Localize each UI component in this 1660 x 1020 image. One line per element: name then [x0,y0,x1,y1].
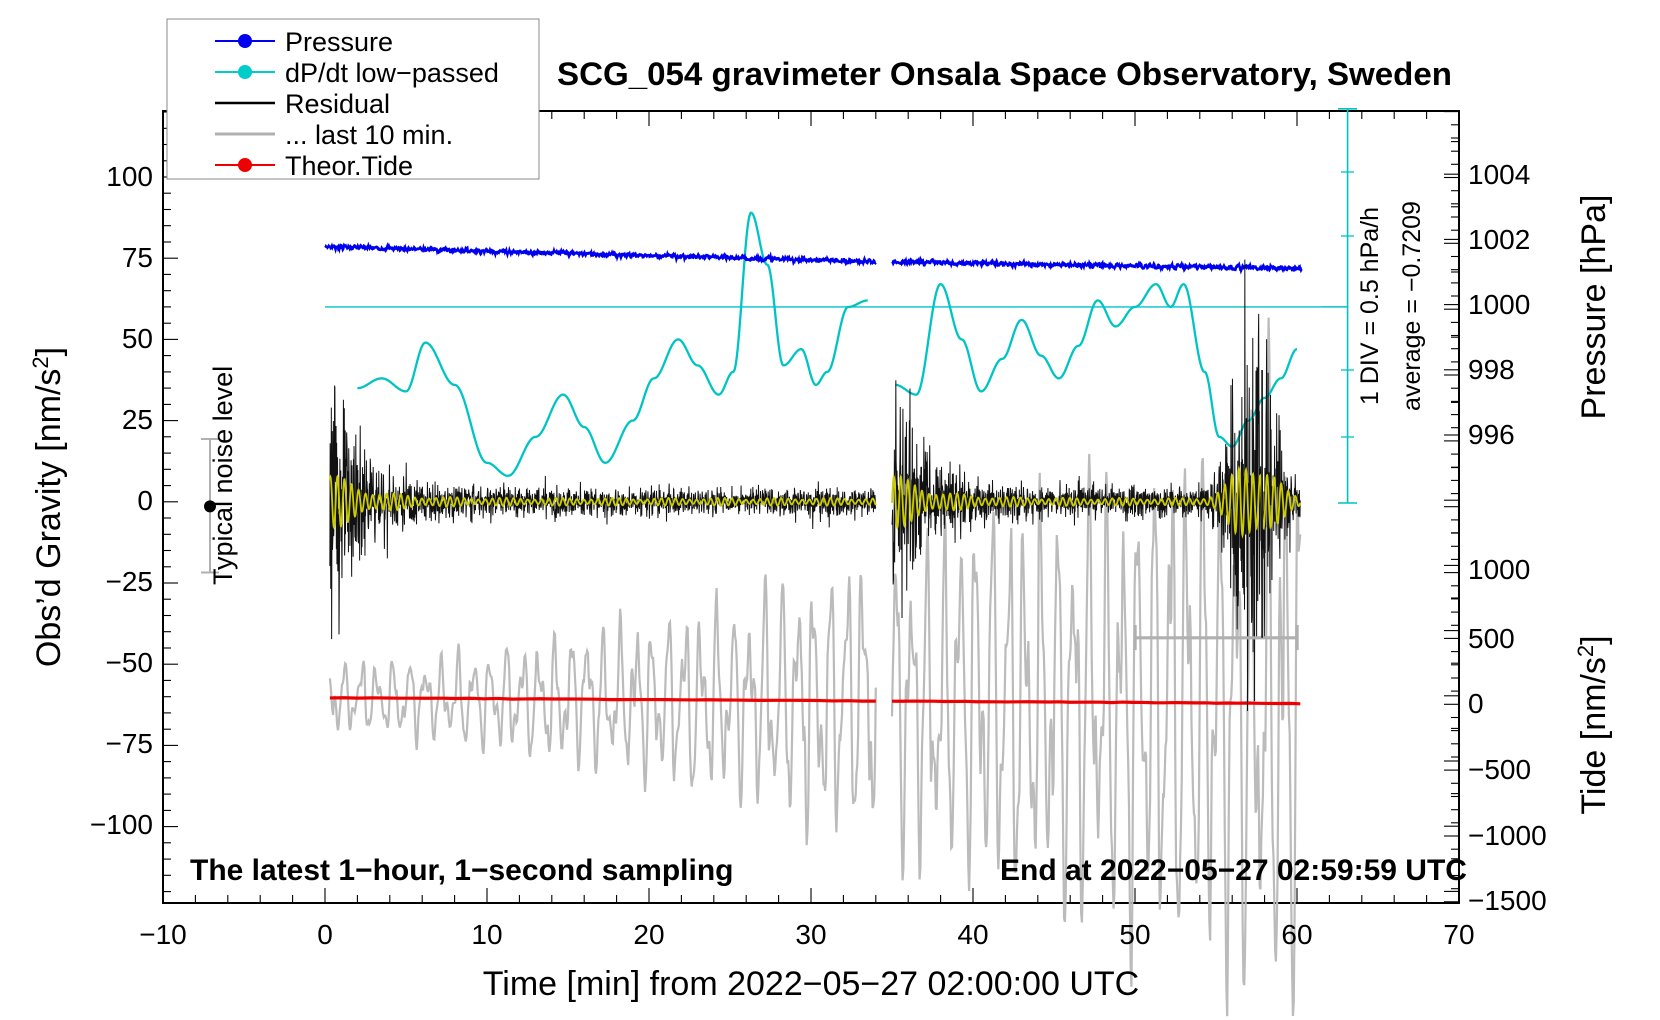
svg-text:60: 60 [1281,919,1312,950]
svg-text:30: 30 [795,919,826,950]
svg-text:Time [min] from 2022−05−27 02:: Time [min] from 2022−05−27 02:00:00 UTC [483,965,1139,1003]
svg-text:−1000: −1000 [1468,820,1547,851]
svg-text:Typical noise level: Typical noise level [208,366,238,585]
svg-text:−100: −100 [90,809,153,840]
svg-text:50: 50 [1119,919,1150,950]
svg-text:Pressure [hPa]: Pressure [hPa] [1575,195,1613,420]
svg-text:20: 20 [633,919,664,950]
svg-text:25: 25 [122,404,153,435]
svg-text:500: 500 [1468,623,1515,654]
svg-text:996: 996 [1468,419,1515,450]
svg-text:−75: −75 [106,728,154,759]
svg-text:dP/dt low−passed: dP/dt low−passed [285,58,499,88]
svg-text:40: 40 [957,919,988,950]
svg-text:Obs’d Gravity [nm/s2]: Obs’d Gravity [nm/s2] [28,347,69,667]
svg-text:1000: 1000 [1468,289,1530,320]
svg-text:Theor.Tide: Theor.Tide [285,151,413,181]
svg-text:1004: 1004 [1468,159,1530,190]
svg-text:1 DIV = 0.5 hPa/h: 1 DIV = 0.5 hPa/h [1356,207,1384,405]
svg-text:The latest 1−hour, 1−second sa: The latest 1−hour, 1−second sampling [190,854,734,887]
svg-text:−50: −50 [106,647,154,678]
svg-text:75: 75 [122,242,153,273]
svg-text:−500: −500 [1468,754,1531,785]
svg-text:0: 0 [137,485,153,516]
svg-text:1002: 1002 [1468,224,1530,255]
svg-text:10: 10 [471,919,502,950]
svg-text:0: 0 [1468,688,1484,719]
svg-text:70: 70 [1443,919,1474,950]
svg-text:50: 50 [122,323,153,354]
svg-text:1000: 1000 [1468,554,1530,585]
svg-text:100: 100 [106,161,153,192]
svg-text:End at 2022−05−27 02:59:59 UTC: End at 2022−05−27 02:59:59 UTC [1000,854,1467,887]
svg-text:Residual: Residual [285,89,390,119]
svg-text:−10: −10 [139,919,187,950]
svg-text:−25: −25 [106,566,154,597]
svg-text:0: 0 [317,919,333,950]
svg-text:SCG_054 gravimeter Onsala Spac: SCG_054 gravimeter Onsala Space Observat… [557,56,1452,92]
svg-text:average = −0.7209: average = −0.7209 [1398,201,1426,411]
svg-text:... last 10 min.: ... last 10 min. [285,120,453,150]
svg-text:998: 998 [1468,354,1515,385]
svg-text:−1500: −1500 [1468,885,1547,916]
svg-text:Tide [nm/s2]: Tide [nm/s2] [1573,635,1614,814]
svg-text:Pressure: Pressure [285,27,393,57]
